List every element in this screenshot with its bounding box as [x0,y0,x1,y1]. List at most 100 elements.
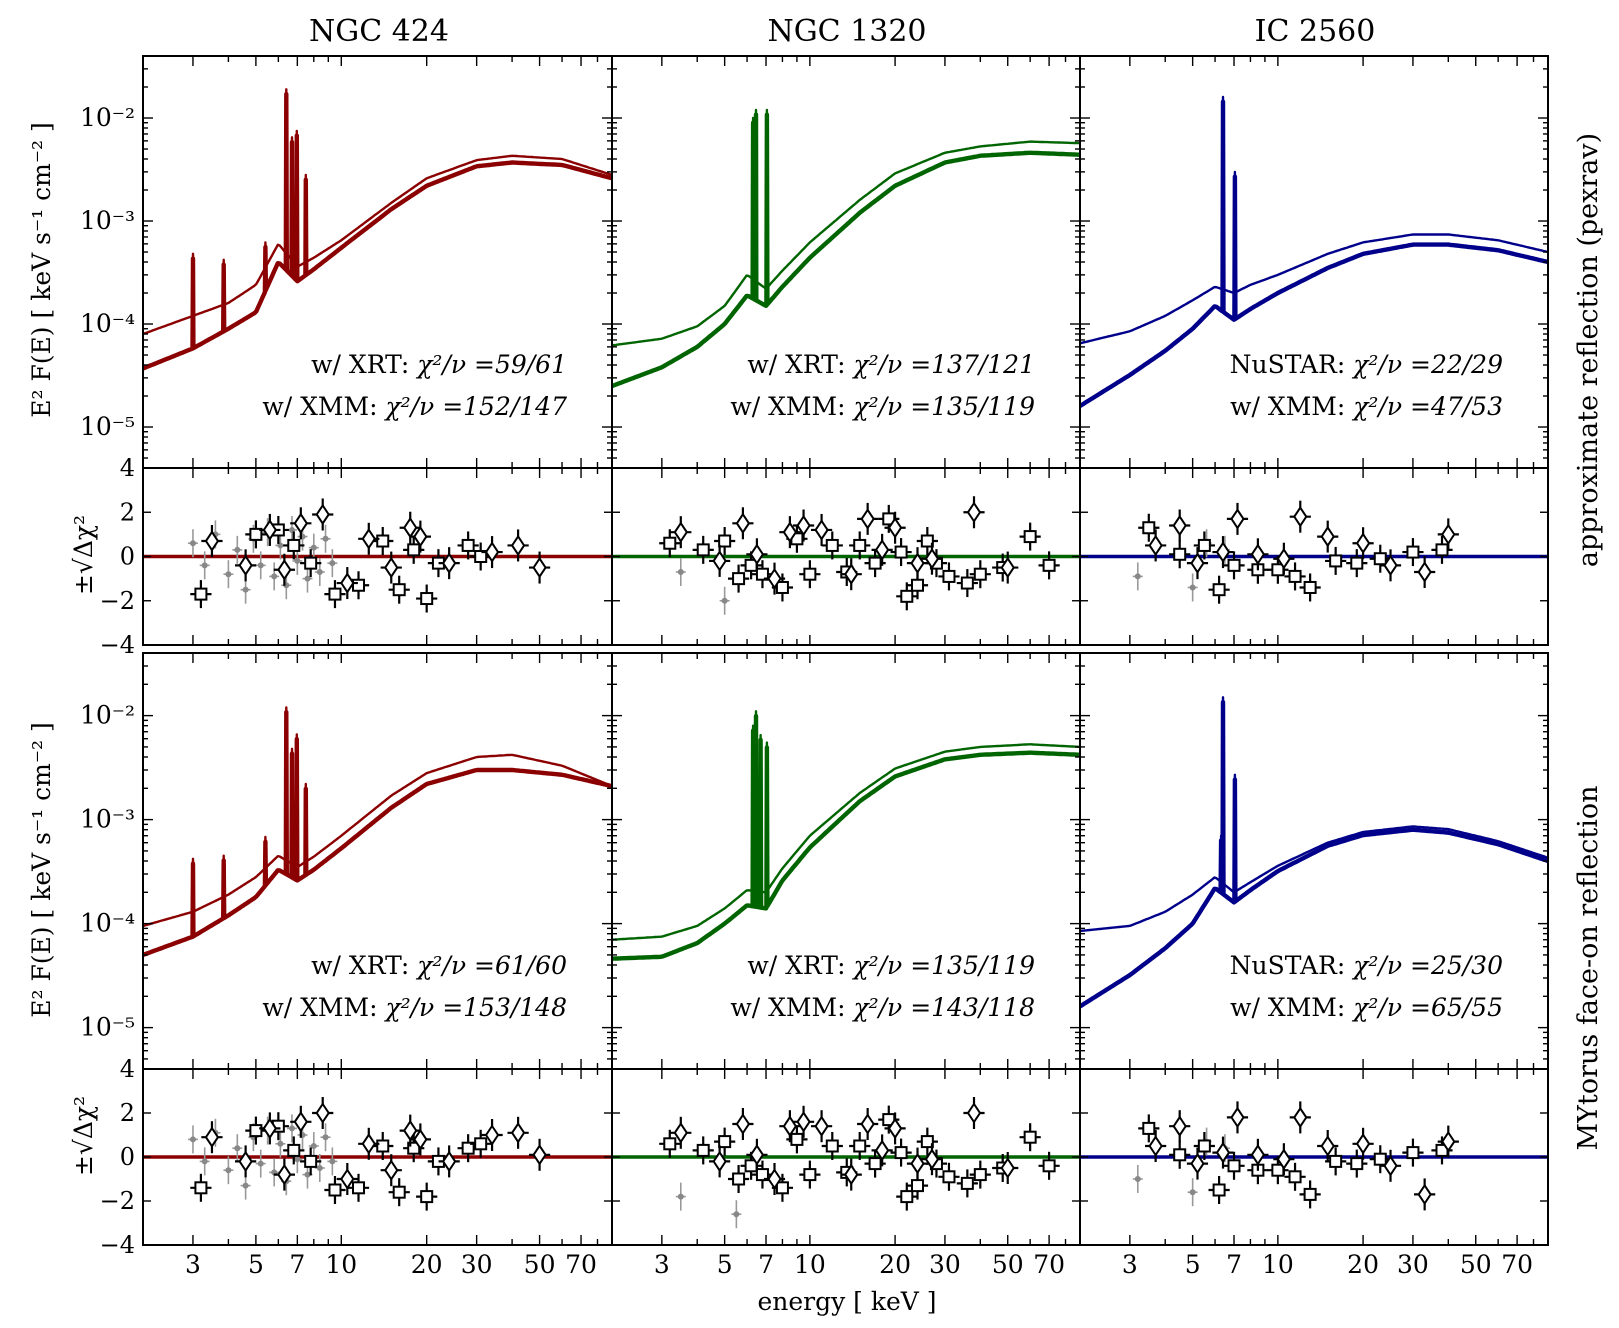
square-marker [1350,1157,1364,1171]
diamond-marker [532,1143,547,1166]
model-curve-thin [612,710,1080,941]
square-marker [960,1176,974,1190]
x-tick-label: 7 [758,1250,774,1279]
square-marker [194,587,208,601]
diamond-marker [1148,534,1163,557]
fit-stat-value: χ²/ν =65/55 [1351,993,1503,1022]
fit-stat-text: w/ XMM: χ²/ν =65/55 [1230,993,1503,1022]
grey-point [189,540,196,547]
grey-point [304,1171,311,1178]
diamond-marker [860,508,875,530]
diamond-marker [1276,547,1292,570]
grey-point [294,1156,301,1163]
square-marker [249,1124,263,1138]
spectrum-models [143,706,612,957]
grey-point [316,1165,323,1171]
diamond-marker [749,1143,765,1166]
diamond-marker [966,1102,982,1124]
x-tick-label: 20 [879,1250,911,1279]
square-marker [911,1179,925,1193]
diamond-marker [966,501,982,524]
y-tick-label: 10⁻⁵ [80,412,135,441]
square-marker [461,1141,475,1155]
y-tick-label: 10⁻⁴ [80,909,135,938]
spectrum-models [612,108,1080,389]
grey-point [201,1158,208,1165]
x-tick-label: 3 [654,1250,670,1279]
diamond-marker [340,1168,355,1190]
diamond-marker [340,572,355,594]
ylabel-spectrum-bottom: E² F(E) [ keV s⁻¹ cm⁻² ] [27,722,56,1018]
square-marker [825,538,839,552]
diamond-marker [1293,505,1308,528]
grey-point [1134,573,1141,580]
x-tick-label: 30 [929,1250,961,1279]
square-marker [732,572,746,586]
panel-1: w/ XRT: χ²/ν =137/121 w/ XMM: χ²/ν =135/1… [611,55,1081,646]
square-marker [900,589,914,603]
res-tick-label: −2 [100,587,135,615]
square-marker [1435,543,1449,557]
square-marker [1197,538,1211,552]
diamond-marker [767,567,782,590]
grey-point [316,568,323,575]
fit-stat-label: w/ XRT: [311,350,417,379]
square-marker [1288,569,1302,583]
y-tick-label: 10⁻⁴ [80,309,135,338]
x-tick-label: 5 [717,1250,733,1279]
square-marker [328,1183,342,1197]
diamond-marker [1320,525,1335,548]
residual-points [1080,1101,1548,1211]
grey-point [234,546,241,553]
grey-point [234,1145,241,1152]
diamond-marker [1250,1143,1266,1166]
model-curve-thick [143,91,612,371]
grey-point [304,575,311,582]
square-marker [1406,1146,1420,1160]
diamond-marker [277,1163,292,1186]
square-marker [696,543,710,557]
square-marker [461,538,475,552]
diamond-marker [814,519,829,541]
x-tick-label: 7 [289,1250,305,1279]
diamond-marker [924,547,940,570]
residual-points [1080,500,1548,604]
square-marker [960,576,974,590]
fit-stat-text: w/ XRT: χ²/ν =135/119 [747,951,1035,980]
diamond-marker [204,1126,220,1149]
grey-point [257,1160,264,1167]
ylabel-residual-top: ±√Δχ² [69,515,98,595]
fit-stat-value: χ²/ν =137/121 [851,350,1035,379]
diamond-marker [484,541,500,563]
square-marker [1227,558,1241,572]
diamond-marker [1383,1154,1398,1177]
fit-stat-label: w/ XMM: [1230,993,1353,1022]
residual-points [143,1097,612,1211]
fit-stat-value: χ²/ν =47/53 [1351,392,1503,421]
square-marker [1212,1183,1226,1197]
square-marker [825,1139,839,1153]
square-marker [1173,1148,1187,1162]
square-marker [1288,1170,1302,1184]
fit-stat-value: χ²/ν =25/30 [1351,951,1503,980]
fit-stat-label: w/ XMM: [262,993,385,1022]
diamond-marker [441,552,457,574]
model-curve-thick [1080,99,1548,408]
diamond-marker [712,550,727,572]
diamond-marker [1417,1183,1432,1206]
diamond-marker [204,530,220,552]
square-marker [790,1132,804,1146]
grey-point [257,562,264,569]
square-marker [696,1143,710,1157]
diamond-marker [1190,1152,1205,1175]
fit-stat-label: w/ XMM: [730,993,853,1022]
x-tick-label: 5 [1185,1250,1201,1279]
x-tick-label: 20 [411,1250,443,1279]
grey-point [677,1193,684,1200]
spectrum-models [612,710,1080,961]
square-marker [1329,1154,1343,1168]
res-tick-label: 4 [120,454,135,482]
square-marker [942,569,956,583]
res-tick-label: 2 [120,498,135,526]
fit-stat-value: χ²/ν =61/60 [415,951,567,980]
